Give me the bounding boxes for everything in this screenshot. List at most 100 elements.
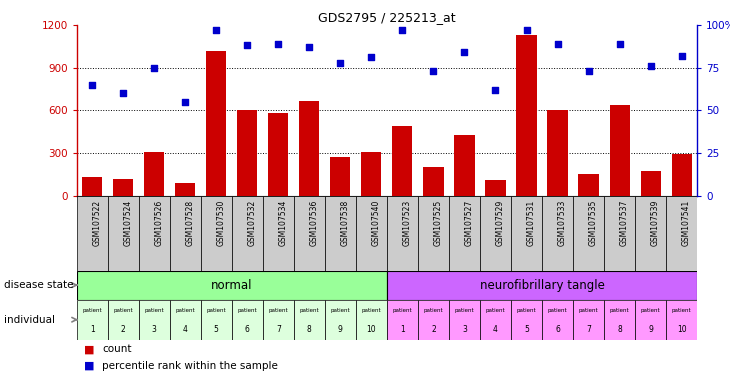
Bar bbox=[77, 271, 387, 300]
Text: 6: 6 bbox=[555, 325, 560, 334]
Text: ■: ■ bbox=[84, 361, 94, 371]
Bar bbox=[201, 300, 232, 340]
Point bbox=[210, 27, 222, 33]
Text: GSM107541: GSM107541 bbox=[682, 200, 691, 246]
Point bbox=[490, 87, 502, 93]
Text: 5: 5 bbox=[524, 325, 529, 334]
Text: ■: ■ bbox=[84, 344, 94, 354]
Bar bbox=[169, 196, 201, 271]
Bar bbox=[511, 300, 542, 340]
Bar bbox=[263, 196, 293, 271]
Bar bbox=[666, 196, 697, 271]
Text: disease state: disease state bbox=[4, 280, 73, 290]
Text: patient: patient bbox=[485, 308, 505, 313]
Text: GSM107535: GSM107535 bbox=[588, 200, 598, 246]
Bar bbox=[294, 300, 325, 340]
Text: GSM107530: GSM107530 bbox=[216, 200, 226, 246]
Point bbox=[304, 44, 315, 50]
Text: 1: 1 bbox=[90, 325, 95, 334]
Text: 4: 4 bbox=[493, 325, 498, 334]
Bar bbox=[573, 300, 604, 340]
Bar bbox=[635, 196, 666, 271]
Bar bbox=[418, 300, 449, 340]
Text: neurofibrillary tangle: neurofibrillary tangle bbox=[480, 279, 604, 291]
Text: patient: patient bbox=[641, 308, 661, 313]
Bar bbox=[578, 174, 599, 196]
Bar bbox=[237, 111, 258, 196]
Bar bbox=[542, 196, 573, 271]
Bar bbox=[387, 300, 418, 340]
Text: GSM107537: GSM107537 bbox=[620, 200, 629, 246]
Text: patient: patient bbox=[175, 308, 195, 313]
Bar bbox=[108, 300, 139, 340]
Bar bbox=[423, 167, 444, 196]
Point bbox=[645, 63, 656, 69]
Bar bbox=[449, 300, 480, 340]
Bar bbox=[325, 300, 356, 340]
Bar bbox=[77, 300, 108, 340]
Bar bbox=[418, 196, 449, 271]
Point bbox=[520, 27, 532, 33]
Bar bbox=[573, 196, 604, 271]
Text: GSM107536: GSM107536 bbox=[310, 200, 318, 246]
Title: GDS2795 / 225213_at: GDS2795 / 225213_at bbox=[318, 11, 456, 24]
Text: GSM107524: GSM107524 bbox=[123, 200, 132, 246]
Bar bbox=[232, 300, 263, 340]
Text: patient: patient bbox=[269, 308, 288, 313]
Point bbox=[334, 60, 346, 66]
Point bbox=[428, 68, 439, 74]
Text: 1: 1 bbox=[400, 325, 405, 334]
Text: 7: 7 bbox=[586, 325, 591, 334]
Bar bbox=[485, 180, 506, 196]
Text: normal: normal bbox=[211, 279, 253, 291]
Text: 10: 10 bbox=[677, 325, 686, 334]
Text: patient: patient bbox=[517, 308, 537, 313]
Text: patient: patient bbox=[610, 308, 629, 313]
Bar bbox=[77, 196, 108, 271]
Text: GSM107522: GSM107522 bbox=[92, 200, 101, 246]
Text: GSM107534: GSM107534 bbox=[278, 200, 288, 246]
Text: GSM107528: GSM107528 bbox=[185, 200, 194, 246]
Text: 2: 2 bbox=[431, 325, 436, 334]
Bar bbox=[610, 106, 630, 196]
Text: GSM107526: GSM107526 bbox=[154, 200, 164, 246]
Bar bbox=[542, 300, 573, 340]
Bar bbox=[392, 126, 412, 196]
Bar bbox=[169, 300, 201, 340]
Bar bbox=[387, 196, 418, 271]
Text: percentile rank within the sample: percentile rank within the sample bbox=[102, 361, 278, 371]
Text: 10: 10 bbox=[366, 325, 376, 334]
Bar bbox=[113, 179, 134, 196]
Bar bbox=[232, 196, 263, 271]
Text: patient: patient bbox=[423, 308, 443, 313]
Text: 6: 6 bbox=[245, 325, 250, 334]
Bar bbox=[635, 300, 666, 340]
Point bbox=[242, 42, 253, 48]
Bar bbox=[268, 113, 288, 196]
Point bbox=[86, 82, 98, 88]
Text: patient: patient bbox=[299, 308, 319, 313]
Bar bbox=[387, 271, 697, 300]
Bar bbox=[325, 196, 356, 271]
Bar bbox=[604, 300, 635, 340]
Text: 7: 7 bbox=[276, 325, 281, 334]
Point bbox=[552, 41, 564, 47]
Bar bbox=[640, 171, 661, 196]
Point bbox=[676, 53, 688, 59]
Bar bbox=[108, 196, 139, 271]
Text: patient: patient bbox=[145, 308, 164, 313]
Text: 5: 5 bbox=[214, 325, 219, 334]
Bar bbox=[294, 196, 325, 271]
Text: patient: patient bbox=[361, 308, 381, 313]
Text: GSM107538: GSM107538 bbox=[340, 200, 350, 246]
Bar bbox=[361, 152, 382, 196]
Bar bbox=[139, 300, 169, 340]
Text: patient: patient bbox=[331, 308, 350, 313]
Bar bbox=[672, 154, 692, 196]
Point bbox=[614, 41, 626, 47]
Bar bbox=[330, 157, 350, 196]
Text: GSM107531: GSM107531 bbox=[526, 200, 536, 246]
Bar bbox=[175, 183, 196, 196]
Bar bbox=[144, 152, 164, 196]
Text: 9: 9 bbox=[648, 325, 653, 334]
